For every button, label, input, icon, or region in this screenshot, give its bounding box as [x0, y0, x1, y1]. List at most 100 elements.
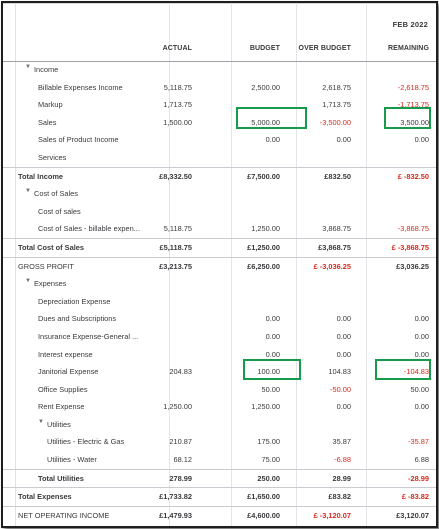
cell-remaining[interactable]: 0.00 — [414, 314, 429, 324]
table-row[interactable]: NET OPERATING INCOME £1,479.93 £4,600.00 £ … — [3, 505, 436, 525]
row-label[interactable]: Income — [34, 65, 59, 74]
cell-budget[interactable]: 0.00 — [265, 349, 280, 359]
cell-over-budget[interactable]: £3,868.75 — [318, 242, 351, 252]
row-label[interactable]: Cost of Sales — [34, 189, 78, 199]
table-row[interactable]: Interest expense 0.00 0.00 0.00 — [3, 346, 436, 364]
cell-remaining[interactable]: -2,618.75 — [397, 82, 429, 92]
row-label[interactable]: Utilities — [47, 419, 71, 429]
cell-actual[interactable]: £1,733.82 — [159, 492, 192, 502]
table-row[interactable]: ▼ Expenses — [3, 275, 436, 293]
table-row[interactable]: Sales 1,500.00 5,000.00 -3,500.00 3,500.00 — [3, 114, 436, 132]
table-row[interactable]: Total Cost of Sales £5,118.75 £1,250.00 £3,… — [3, 237, 436, 257]
table-row[interactable]: Total Income £8,332.50 £7,500.00 £832.50 £ -… — [3, 166, 436, 186]
cell-remaining[interactable]: £ -3,868.75 — [391, 242, 429, 252]
cell-budget[interactable]: 2,500.00 — [251, 82, 280, 92]
cell-budget[interactable]: 250.00 — [257, 473, 280, 483]
cell-over-budget[interactable]: 0.00 — [336, 135, 351, 145]
cell-remaining[interactable]: -1,713.75 — [397, 100, 429, 110]
cell-actual[interactable]: 278.99 — [169, 473, 192, 483]
table-row[interactable]: ▼ Utilities — [3, 416, 436, 434]
cell-over-budget[interactable]: £ -3,120.07 — [313, 510, 351, 520]
cell-over-budget[interactable]: 0.00 — [336, 314, 351, 324]
table-row[interactable]: Cost of sales — [3, 203, 436, 221]
cell-actual[interactable]: £5,118.75 — [159, 242, 192, 252]
cell-over-budget[interactable]: £ -3,036.25 — [313, 261, 351, 271]
cell-over-budget[interactable]: 104.83 — [328, 367, 351, 377]
cell-actual[interactable]: £1,479.93 — [159, 510, 192, 520]
cell-over-budget[interactable]: -6.88 — [334, 455, 351, 465]
cell-over-budget[interactable]: 0.00 — [336, 349, 351, 359]
table-row[interactable]: Services — [3, 149, 436, 167]
cell-actual[interactable]: 68.12 — [173, 455, 193, 465]
cell-actual[interactable]: 1,500.00 — [163, 117, 192, 127]
cell-remaining[interactable]: 0.00 — [414, 135, 429, 145]
cell-over-budget[interactable]: 28.99 — [332, 473, 352, 483]
cell-remaining[interactable]: £3,120.07 — [396, 510, 429, 520]
column-header-remaining[interactable]: REMAINING — [388, 45, 429, 52]
table-row[interactable]: Office Supplies 50.00 -50.00 50.00 — [3, 381, 436, 399]
cell-over-budget[interactable]: -3,500.00 — [319, 117, 351, 127]
collapse-caret-icon[interactable]: ▼ — [25, 188, 31, 195]
cell-remaining[interactable]: -3,868.75 — [397, 224, 429, 234]
cell-over-budget[interactable]: 1,713.75 — [322, 100, 351, 110]
cell-budget[interactable]: 0.00 — [265, 331, 280, 341]
cell-budget[interactable]: 5,000.00 — [251, 117, 280, 127]
cell-budget[interactable]: 0.00 — [265, 135, 280, 145]
cell-over-budget[interactable]: £832.50 — [324, 171, 351, 181]
cell-actual[interactable]: £8,332.50 — [159, 171, 192, 181]
cell-actual[interactable]: 204.83 — [169, 367, 192, 377]
cell-remaining[interactable]: 0.00 — [414, 402, 429, 412]
cell-budget[interactable]: 1,250.00 — [251, 402, 280, 412]
cell-budget[interactable]: 75.00 — [261, 455, 281, 465]
cell-over-budget[interactable]: 0.00 — [336, 402, 351, 412]
table-row[interactable]: ▼ Income — [3, 61, 436, 79]
cell-actual[interactable]: 5,118.75 — [163, 82, 192, 92]
cell-budget[interactable]: £6,250.00 — [247, 261, 280, 271]
cell-remaining[interactable]: 0.00 — [414, 331, 429, 341]
cell-budget[interactable]: £1,250.00 — [247, 242, 280, 252]
cell-budget[interactable]: 50.00 — [261, 384, 281, 394]
table-row[interactable]: Insurance Expense-General ... 0.00 0.00 0.0… — [3, 328, 436, 346]
cell-budget[interactable]: 0.00 — [265, 314, 280, 324]
cell-remaining[interactable]: £ -832.50 — [397, 171, 429, 181]
cell-actual[interactable]: £3,213.75 — [159, 261, 192, 271]
row-label[interactable]: Expenses — [34, 279, 67, 289]
collapse-caret-icon[interactable]: ▼ — [38, 418, 44, 425]
cell-remaining[interactable]: £ -83.82 — [401, 492, 429, 502]
table-row[interactable]: Utilities - Electric & Gas 210.87 175.00 35… — [3, 433, 436, 451]
cell-over-budget[interactable]: 2,618.75 — [322, 82, 351, 92]
cell-over-budget[interactable]: 35.87 — [332, 437, 352, 447]
collapse-caret-icon[interactable]: ▼ — [25, 64, 31, 70]
cell-remaining[interactable]: 50.00 — [410, 384, 430, 394]
table-row[interactable]: ▼ Cost of Sales — [3, 185, 436, 203]
cell-budget[interactable]: 1,250.00 — [251, 224, 280, 234]
cell-remaining[interactable]: £3,036.25 — [396, 261, 429, 271]
cell-budget[interactable]: £7,500.00 — [247, 171, 280, 181]
table-row[interactable]: GROSS PROFIT £3,213.75 £6,250.00 £ -3,036.2… — [3, 256, 436, 276]
table-row[interactable]: Sales of Product Income 0.00 0.00 0.00 — [3, 131, 436, 149]
cell-remaining[interactable]: 0.00 — [414, 349, 429, 359]
table-row[interactable]: Janitorial Expense 204.83 100.00 104.83 -104… — [3, 363, 436, 381]
cell-remaining[interactable]: -28.99 — [408, 473, 429, 483]
cell-actual[interactable]: 1,250.00 — [163, 402, 192, 412]
cell-budget[interactable]: 175.00 — [257, 437, 280, 447]
table-row[interactable]: Markup 1,713.75 1,713.75 -1,713.75 — [3, 96, 436, 114]
cell-over-budget[interactable]: £83.82 — [328, 492, 351, 502]
cell-over-budget[interactable]: 3,868.75 — [322, 224, 351, 234]
cell-remaining[interactable]: -104.83 — [403, 367, 429, 377]
table-row[interactable]: Utilities - Water 68.12 75.00 -6.88 6.88 — [3, 451, 436, 469]
cell-budget[interactable]: £4,600.00 — [247, 510, 280, 520]
column-header-budget[interactable]: BUDGET — [249, 45, 280, 52]
table-row[interactable]: Billable Expenses Income 5,118.75 2,500.00… — [3, 79, 436, 97]
cell-remaining[interactable]: 6.88 — [414, 455, 429, 465]
table-row[interactable]: Dues and Subscriptions 0.00 0.00 0.00 — [3, 310, 436, 328]
cell-over-budget[interactable]: -50.00 — [330, 384, 351, 394]
cell-over-budget[interactable]: 0.00 — [336, 331, 351, 341]
cell-actual[interactable]: 1,713.75 — [163, 100, 192, 110]
table-row[interactable]: Cost of Sales - billable expen... 5,118.7… — [3, 220, 436, 238]
cell-budget[interactable]: £1,650.00 — [247, 492, 280, 502]
cell-remaining[interactable]: 3,500.00 — [400, 117, 429, 127]
table-row[interactable]: Rent Expense 1,250.00 1,250.00 0.00 0.00 — [3, 398, 436, 416]
cell-remaining[interactable]: -35.87 — [408, 437, 429, 447]
cell-actual[interactable]: 5,118.75 — [163, 224, 192, 234]
